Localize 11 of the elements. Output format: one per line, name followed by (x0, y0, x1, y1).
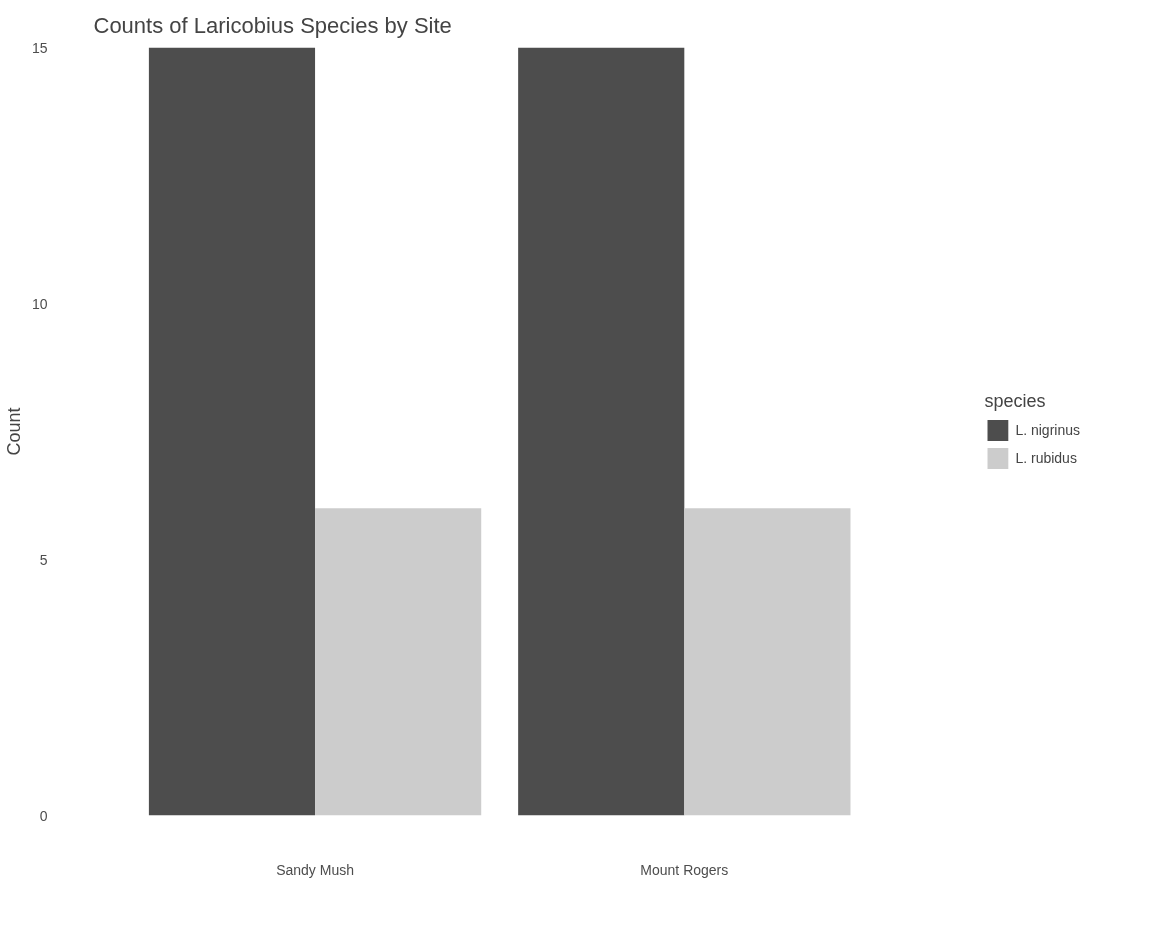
y-tick-label: 5 (39, 551, 48, 568)
y-tick-label: 15 (31, 39, 48, 56)
y-tick-label: 0 (39, 807, 48, 824)
x-tick-label: Sandy Mush (276, 861, 354, 878)
y-tick-label: 10 (31, 295, 48, 312)
legend-title: species (984, 391, 1047, 412)
legend-label: L. rubidus (1015, 450, 1077, 466)
x-tick-label: Mount Rogers (640, 861, 729, 878)
chart-title: Counts of Laricobius Species by Site (93, 12, 452, 38)
legend-label: L. nigrinus (1015, 422, 1080, 438)
y-axis-title: Count (3, 407, 24, 456)
